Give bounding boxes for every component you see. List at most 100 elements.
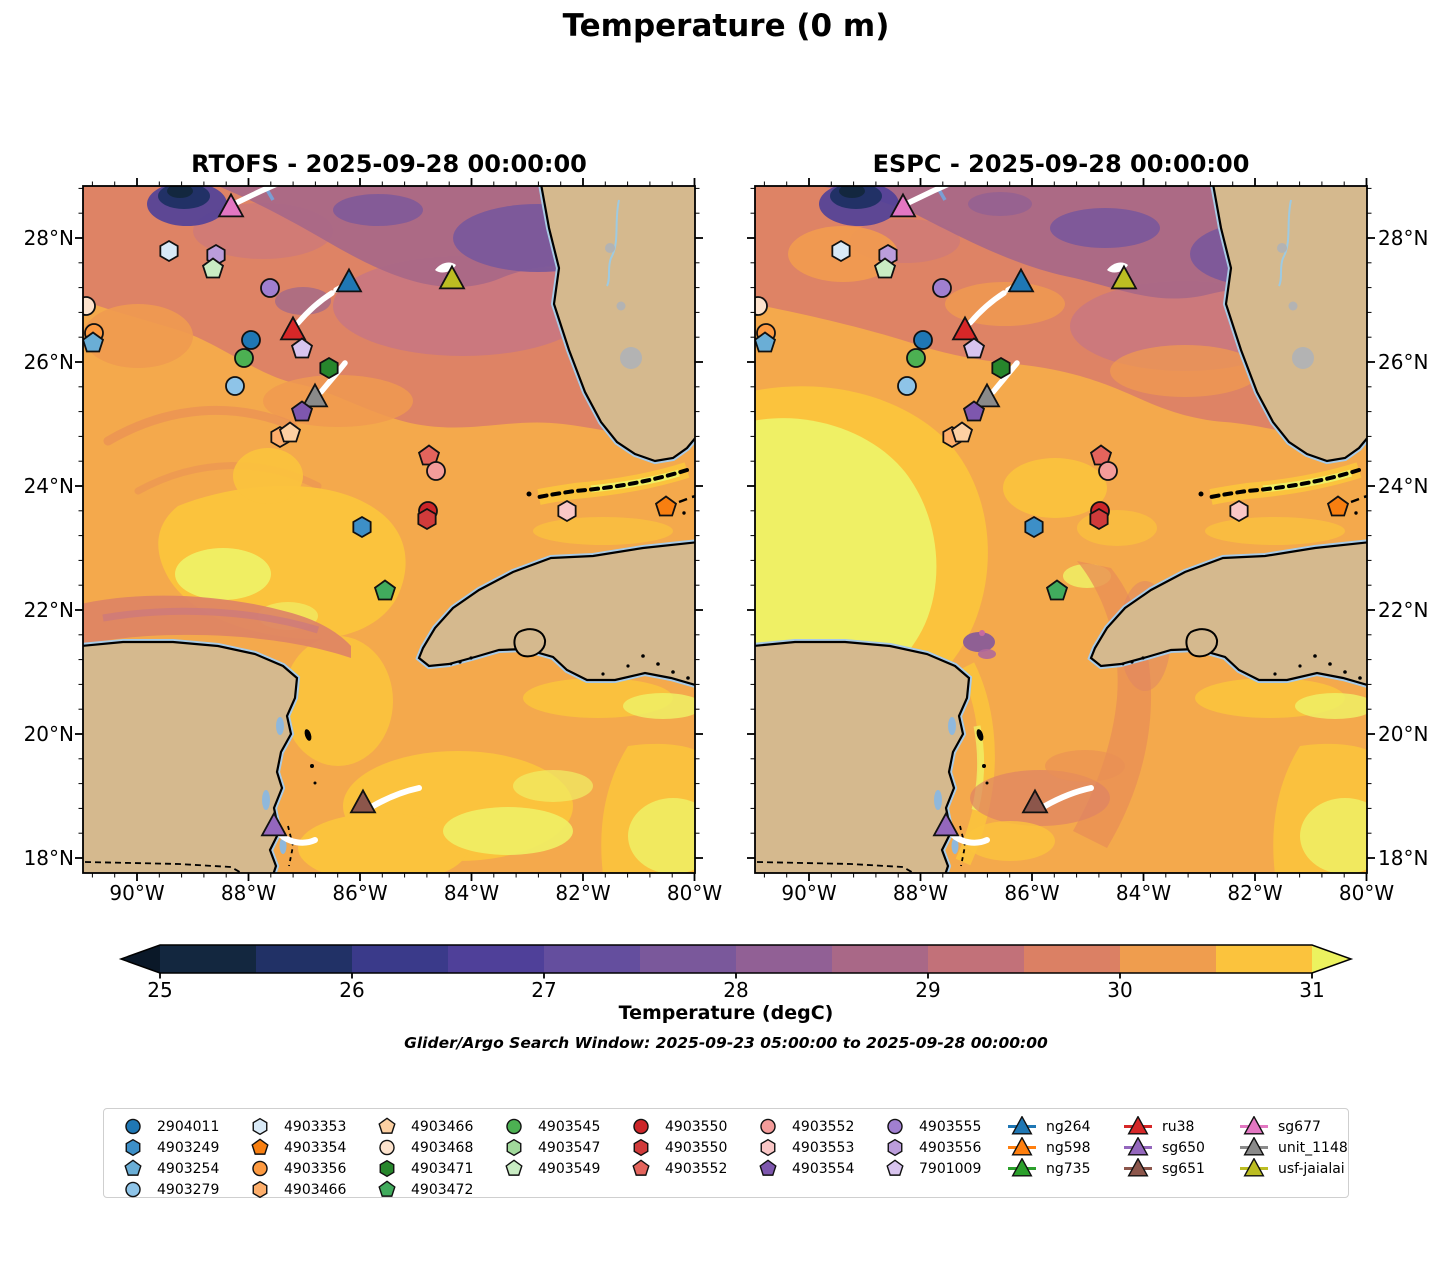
hexagon-marker-icon [760,1138,776,1157]
colorbar-tick-label: 31 [1299,978,1325,1002]
marker-4903553 [557,499,577,523]
legend-item-sg677: sg677 [1239,1116,1355,1137]
glider-triangle-icon [1008,1116,1036,1135]
legend-column: 4903545 4903547 4903549 [499,1116,626,1179]
legend-item-sg651: sg651 [1123,1158,1239,1179]
legend-item-label: 4903555 [919,1118,982,1135]
legend-item-label: 4903547 [538,1139,601,1156]
marker-sg651 [349,788,377,814]
colorbar-tick-label: 30 [1107,978,1133,1002]
pentagon-marker-icon [378,1117,396,1134]
legend-column: 4903555 4903556 7901009 [880,1116,1007,1179]
observation-markers-espc [755,192,1350,837]
marker-ru38 [951,315,979,341]
legend-item-label: 4903553 [792,1139,855,1156]
pentagon-marker-icon [505,1159,523,1176]
y-tick-label-right: 20°N [1378,722,1429,746]
marker-4903545 [906,348,926,368]
marker-4903353 [831,239,851,263]
legend-item-label: ru38 [1162,1118,1195,1135]
legend-item-4903466: 4903466 [372,1116,499,1137]
legend-item-label: 4903549 [538,1160,601,1177]
marker-4903471 [319,356,339,380]
legend-item-label: 2904011 [157,1118,220,1135]
legend-item-label: 4903249 [157,1139,220,1156]
marker-sg650 [260,811,288,837]
pentagon-marker-icon [759,1159,777,1176]
glider-triangle-icon [1008,1158,1036,1177]
hexagon-marker-icon [633,1138,649,1157]
marker-ng264 [335,267,363,293]
legend-item-label: sg677 [1278,1118,1321,1135]
marker-4903553 [1229,499,1249,523]
legend-item-label: 7901009 [919,1160,982,1177]
marker-4903249 [1024,515,1044,539]
pentagon-marker-icon [251,1138,269,1155]
marker-4903552 [426,461,446,481]
x-tick-label: 82°W [1227,881,1283,905]
marker-4903549 [201,257,225,279]
legend-item-label: 4903466 [411,1118,474,1135]
marker-sg677 [889,192,917,218]
legend: 2904011 4903249 4903254 4903279 4903353 49033… [103,1108,1349,1200]
legend-item-label: sg650 [1162,1139,1205,1156]
pentagon-marker-icon [124,1159,142,1176]
y-tick-label-right: 18°N [1378,846,1429,870]
marker-4903254 [83,331,105,353]
x-tick-label: 82°W [555,881,611,905]
axis-ticks [75,178,703,881]
legend-item-4903549: 4903549 [499,1158,626,1179]
circle-marker-icon [125,1181,141,1198]
marker-ru38 [279,315,307,341]
circle-marker-icon [760,1118,776,1135]
glider-triangle-icon [1124,1158,1152,1177]
colorbar [118,944,1354,979]
pentagon-marker-icon [632,1159,650,1176]
x-tick-label: 84°W [443,881,500,905]
marker-4903354 [654,495,678,517]
hexagon-marker-icon [252,1117,268,1136]
marker-4903545 [234,348,254,368]
marker-unit_1148 [973,382,1001,408]
glider-triangle-icon [1240,1137,1268,1156]
marker-4903254 [755,331,777,353]
legend-item-ru38: ru38 [1123,1116,1239,1137]
legend-item-label: ng735 [1046,1160,1091,1177]
y-tick-label-right: 22°N [1378,598,1429,622]
circle-marker-icon [379,1139,395,1156]
panel-title-rtofs: RTOFS - 2025-09-28 00:00:00 [191,150,587,178]
legend-item-4903553: 4903553 [753,1137,880,1158]
legend-item-4903279: 4903279 [118,1179,245,1200]
figure-title: Temperature (0 m) [562,8,890,44]
glider-triangle-icon [1240,1158,1268,1177]
colorbar-label: Temperature (degC) [618,1002,834,1024]
legend-item-label: unit_1148 [1278,1139,1348,1156]
legend-column: 4903552 4903553 4903554 [753,1116,880,1179]
legend-item-4903356: 4903356 [245,1158,372,1179]
colorbar-tick-label: 29 [915,978,941,1002]
colorbar-tick-label: 25 [147,978,173,1002]
x-tick-label: 90°W [781,881,837,905]
marker-4903549 [873,257,897,279]
marker-4903554 [290,400,314,422]
legend-column: 4903353 4903354 4903356 4903466 [245,1116,372,1200]
x-tick-label: 84°W [1115,881,1172,905]
x-tick-label: 86°W [332,881,388,905]
legend-item-4903550: 4903550 [626,1116,753,1137]
legend-item-4903554: 4903554 [753,1158,880,1179]
circle-marker-icon [252,1160,268,1177]
legend-item-label: 4903356 [284,1160,347,1177]
legend-item-7901009: 7901009 [880,1158,1007,1179]
marker-usf-jaialai [438,264,466,290]
marker-7901009 [290,337,314,359]
legend-item-label: 4903545 [538,1118,601,1135]
legend-item-label: 4903472 [411,1181,474,1198]
legend-item-label: ng598 [1046,1139,1091,1156]
x-tick-label: 88°W [220,881,277,905]
legend-column: 4903466 4903468 4903471 4903472 [372,1116,499,1200]
marker-2904011 [913,330,933,350]
marker-4903466 [278,421,302,443]
hexagon-marker-icon [506,1138,522,1157]
y-tick-label-left: 24°N [23,474,74,498]
